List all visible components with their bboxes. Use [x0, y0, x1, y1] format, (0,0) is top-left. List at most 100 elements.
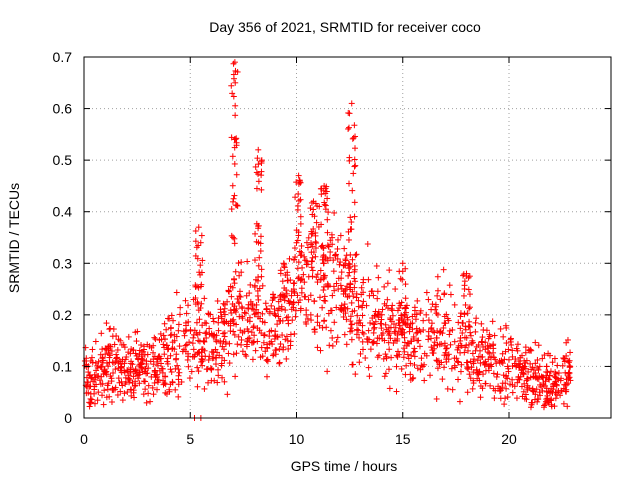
data-point	[198, 349, 205, 356]
data-point	[503, 385, 510, 392]
data-point	[230, 276, 237, 283]
data-point	[469, 350, 476, 357]
data-point	[92, 338, 99, 345]
data-point	[522, 349, 529, 356]
y-tick-label: 0	[64, 410, 72, 426]
data-point	[348, 226, 355, 233]
data-point	[347, 313, 354, 320]
data-point	[106, 393, 113, 400]
data-point	[245, 301, 252, 308]
data-point	[486, 350, 493, 357]
data-point	[329, 292, 336, 299]
data-point	[271, 310, 278, 317]
data-point	[145, 365, 152, 372]
data-point	[295, 259, 302, 266]
data-point	[513, 395, 520, 402]
data-point	[282, 336, 289, 343]
data-point	[340, 262, 347, 269]
data-point	[397, 302, 404, 309]
data-point	[242, 351, 249, 358]
data-point	[221, 305, 228, 312]
data-point	[249, 356, 256, 363]
data-point	[324, 368, 331, 375]
data-point	[351, 275, 358, 282]
data-point	[175, 381, 182, 388]
data-point	[327, 327, 334, 334]
data-point	[205, 379, 212, 386]
data-point	[140, 348, 147, 355]
data-point	[348, 219, 355, 226]
data-point	[394, 348, 401, 355]
data-point	[324, 216, 331, 223]
data-point	[464, 365, 471, 372]
data-point	[355, 297, 362, 304]
data-point	[228, 134, 235, 141]
data-point	[221, 378, 228, 385]
data-point	[565, 357, 572, 364]
data-point	[353, 294, 360, 301]
data-point	[358, 284, 365, 291]
data-point	[551, 381, 558, 388]
data-point	[484, 349, 491, 356]
data-point	[166, 315, 173, 322]
data-point	[96, 377, 103, 384]
data-point	[462, 301, 469, 308]
data-point	[229, 153, 236, 160]
data-point	[304, 244, 311, 251]
data-point	[454, 358, 461, 365]
data-point	[340, 288, 347, 295]
data-point	[388, 354, 395, 361]
data-point	[111, 386, 118, 393]
data-point	[393, 352, 400, 359]
data-point	[194, 383, 201, 390]
data-point	[107, 373, 114, 380]
data-point	[368, 288, 375, 295]
data-point	[259, 310, 266, 317]
x-axis-label: GPS time / hours	[291, 458, 398, 474]
data-point	[539, 387, 546, 394]
data-point	[479, 385, 486, 392]
data-point	[255, 262, 262, 269]
data-point	[499, 384, 506, 391]
data-point	[130, 373, 137, 380]
data-point	[421, 350, 428, 357]
data-point	[281, 264, 288, 271]
data-point	[467, 329, 474, 336]
data-point	[346, 284, 353, 291]
data-point	[353, 251, 360, 258]
data-point	[210, 315, 217, 322]
data-point	[263, 373, 270, 380]
data-point	[356, 359, 363, 366]
data-point	[203, 334, 210, 341]
data-point	[382, 370, 389, 377]
data-point	[520, 371, 527, 378]
data-point	[211, 331, 218, 338]
data-point	[231, 192, 238, 199]
data-point	[115, 375, 122, 382]
data-point	[154, 373, 161, 380]
data-point	[236, 288, 243, 295]
data-point	[499, 380, 506, 387]
data-point	[251, 257, 258, 264]
data-point	[294, 206, 301, 213]
data-point	[484, 342, 491, 349]
data-point	[564, 403, 571, 410]
data-point	[491, 395, 498, 402]
data-point	[215, 319, 222, 326]
data-point	[479, 334, 486, 341]
data-point	[456, 398, 463, 405]
x-tick-label: 20	[501, 431, 517, 447]
data-point	[227, 322, 234, 329]
data-point	[187, 327, 194, 334]
data-point	[314, 203, 321, 210]
data-point	[394, 307, 401, 314]
data-point	[324, 195, 331, 202]
data-point	[108, 378, 115, 385]
data-point	[220, 318, 227, 325]
data-point	[314, 319, 321, 326]
data-point	[247, 281, 254, 288]
data-point	[312, 245, 319, 252]
data-point	[162, 373, 169, 380]
data-point	[341, 301, 348, 308]
data-point	[264, 344, 271, 351]
